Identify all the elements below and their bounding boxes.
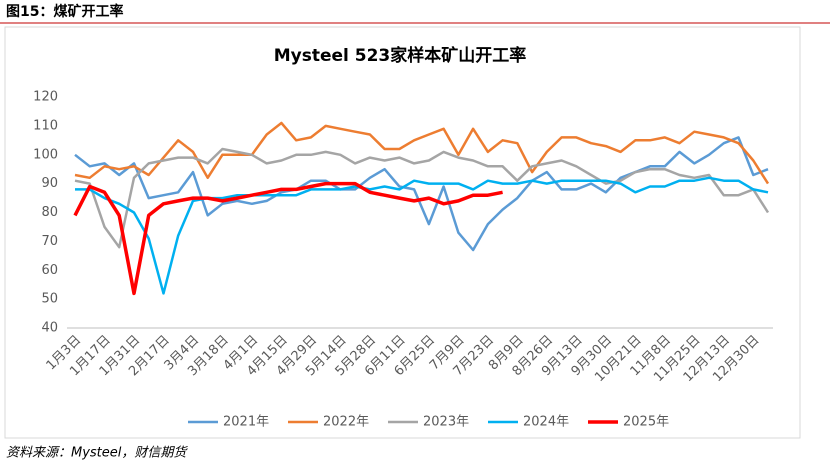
legend-label: 2022年 (323, 415, 369, 430)
legend-label: 2025年 (623, 415, 669, 430)
chart-title: Mysteel 523家样本矿山开工率 (274, 45, 527, 66)
series-line (75, 176, 769, 295)
y-tick-label: 40 (41, 321, 58, 336)
legend-label: 2024年 (523, 415, 569, 430)
legend-label: 2021年 (223, 415, 269, 430)
series-line (73, 181, 503, 296)
series-line (74, 136, 769, 252)
y-tick-label: 60 (41, 263, 58, 278)
legend-label: 2023年 (423, 415, 469, 430)
y-tick-label: 120 (33, 90, 58, 105)
chart-frame (4, 26, 801, 439)
y-tick-label: 70 (41, 234, 58, 249)
y-tick-label: 50 (41, 292, 58, 307)
series-line (74, 147, 770, 249)
figure-title: 图15：煤矿开工率 (6, 3, 123, 20)
y-tick-label: 90 (41, 176, 58, 191)
series-line (74, 121, 770, 185)
y-tick-label: 80 (41, 205, 58, 220)
y-tick-label: 110 (33, 118, 58, 133)
y-tick-label: 100 (33, 147, 58, 162)
source-note: 资料来源：Mysteel，财信期货 (6, 446, 188, 461)
